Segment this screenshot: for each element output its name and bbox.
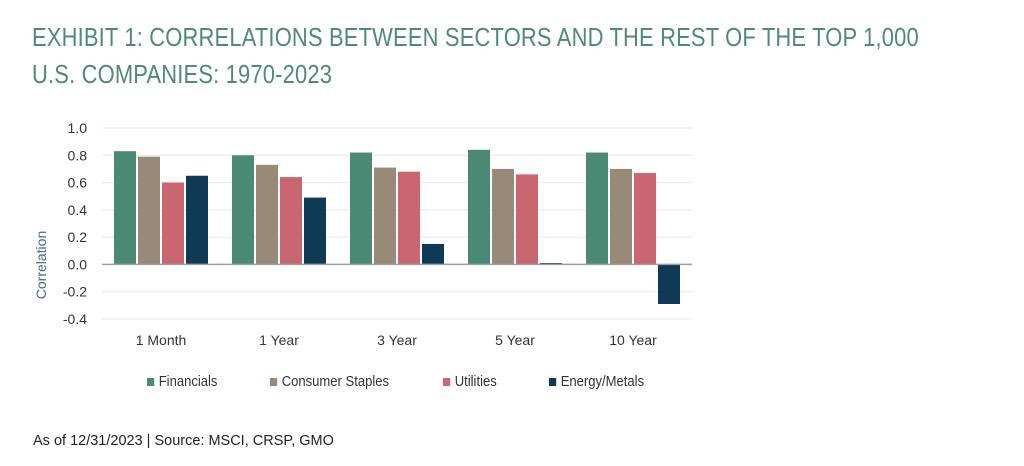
bar-utilities-5-year: [516, 174, 538, 265]
chart-title: EXHIBIT 1: CORRELATIONS BETWEEN SECTORS …: [32, 20, 987, 94]
legend-swatch: [270, 378, 278, 386]
legend-label: Utilities: [454, 374, 497, 390]
legend-swatch: [443, 378, 451, 386]
x-tick-label: 1 Year: [259, 332, 299, 348]
bar-financials-1-year: [232, 155, 254, 265]
bar-energy-metals-1-month: [186, 175, 208, 265]
x-tick-label: 10 Year: [609, 332, 657, 348]
y-tick-label: 0.4: [68, 202, 88, 218]
y-tick-label: 0.8: [68, 147, 88, 163]
source-footnote: As of 12/31/2023 | Source: MSCI, CRSP, G…: [33, 433, 334, 449]
x-tick-label: 1 Month: [136, 332, 187, 348]
bar-financials-1-month: [114, 151, 136, 265]
legend-item-financials: Financials: [147, 374, 217, 390]
legend-label: Energy/Metals: [560, 374, 645, 390]
legend-item-energy-metals: Energy/Metals: [549, 374, 644, 390]
y-tick-label: 0.6: [68, 175, 88, 191]
bar-utilities-1-year: [280, 177, 302, 265]
chart-title-line-2: U.S. COMPANIES: 1970-2023: [32, 61, 333, 89]
bar-utilities-3-year: [398, 171, 420, 265]
y-tick-label: 1.0: [68, 120, 88, 136]
bar-energy-metals-10-year: [658, 264, 680, 304]
legend-swatch: [147, 378, 155, 386]
bars: [114, 149, 680, 304]
legend-label: Financials: [158, 374, 218, 390]
legend-label: Consumer Staples: [281, 374, 390, 390]
legend-item-utilities: Utilities: [443, 374, 497, 390]
bar-energy-metals-3-year: [422, 243, 444, 265]
bar-utilities-1-month: [162, 182, 184, 265]
legend-item-consumer-staples: Consumer Staples: [270, 374, 389, 390]
legend: Financials Consumer Staples Utilities Energ…: [0, 374, 1024, 394]
chart-title-line-1: EXHIBIT 1: CORRELATIONS BETWEEN SECTORS …: [32, 24, 919, 52]
bar-consumer-staples-1-month: [138, 156, 160, 265]
bar-consumer-staples-5-year: [492, 168, 514, 265]
bar-financials-3-year: [350, 152, 372, 265]
bar-chart: 1.0 0.8 0.6 0.4 0.2 0.0 -0.2 -0.4 Correlation 1…: [33, 120, 692, 348]
bar-consumer-staples-3-year: [374, 167, 396, 265]
y-tick-label: 0.0: [68, 256, 88, 272]
y-tick-label: -0.2: [63, 284, 87, 300]
bar-consumer-staples-1-year: [256, 164, 278, 265]
y-tick-label: 0.2: [68, 229, 88, 245]
y-tick-label: -0.4: [63, 311, 87, 327]
x-tick-label: 3 Year: [377, 332, 417, 348]
bar-financials-10-year: [586, 152, 608, 265]
x-axis-ticks: 1 Month 1 Year 3 Year 5 Year 10 Year: [136, 332, 657, 348]
legend-swatch: [549, 378, 557, 386]
x-tick-label: 5 Year: [495, 332, 535, 348]
bar-energy-metals-1-year: [304, 197, 326, 265]
y-axis-ticks: 1.0 0.8 0.6 0.4 0.2 0.0 -0.2 -0.4: [63, 120, 87, 327]
y-axis-label: Correlation: [33, 231, 49, 299]
bar-financials-5-year: [468, 149, 490, 265]
bar-utilities-10-year: [634, 173, 656, 265]
bar-consumer-staples-10-year: [610, 168, 632, 265]
